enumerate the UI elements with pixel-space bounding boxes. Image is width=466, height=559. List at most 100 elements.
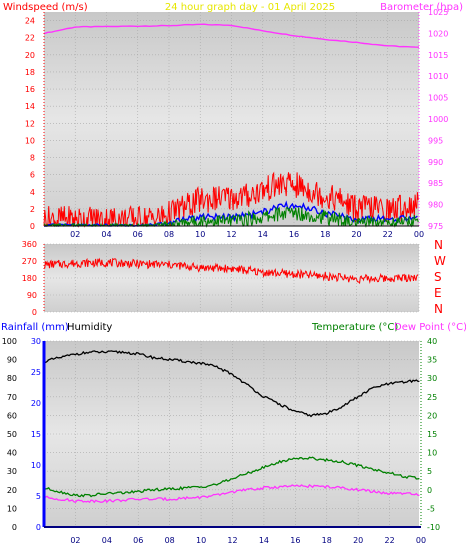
- rainfall-tick-label: 15: [31, 430, 41, 439]
- rainfall-tick-label: 25: [31, 368, 41, 377]
- barometer-tick-label: 980: [428, 201, 443, 210]
- barometer-tick-label: 1020: [428, 29, 448, 38]
- direction-tick-label: 270: [22, 257, 37, 266]
- rainfall-tick-label: 0: [36, 523, 41, 532]
- humidity-axis-title: Humidity: [67, 322, 112, 333]
- wind-x-tick-label: 04: [101, 230, 111, 239]
- temperature-x-tick-label: 06: [133, 536, 143, 545]
- rainfall-tick-label: 20: [31, 399, 41, 408]
- barometer-tick-label: 990: [428, 158, 443, 167]
- humidity-tick-label: 0: [12, 523, 17, 532]
- humidity-tick-label: 30: [7, 467, 17, 476]
- temperature-tick-label: 25: [427, 393, 437, 402]
- barometer-tick-label: 1010: [428, 72, 448, 81]
- wind-x-tick-label: 08: [164, 230, 174, 239]
- humidity-tick-label: 100: [2, 337, 17, 346]
- temperature-x-tick-label: 16: [290, 536, 300, 545]
- humidity-line: [43, 350, 420, 418]
- rainfall-axis-title: Rainfall (mm): [1, 322, 69, 333]
- temperature-tick-label: 15: [427, 430, 437, 439]
- windspeed-tick-label: 18: [25, 68, 35, 77]
- temperature-tick-label: 40: [427, 337, 437, 346]
- wind-x-tick-label: 20: [351, 230, 361, 239]
- humidity-tick-label: 60: [7, 411, 17, 420]
- temperature-x-tick-label: 00: [416, 536, 426, 545]
- chart-title: 24 hour graph day - 01 April 2025: [165, 2, 335, 13]
- direction-tick-label: 0: [32, 308, 37, 317]
- temperature-tick-label: 20: [427, 411, 437, 420]
- barometer-tick-label: 1025: [428, 8, 448, 17]
- compass-label: W: [434, 254, 446, 268]
- wind-x-tick-label: 02: [70, 230, 80, 239]
- dewpoint-axis-title: Dew Point (°C): [394, 322, 466, 333]
- compass-label: N: [434, 238, 443, 252]
- rainfall-tick-label: 30: [31, 337, 41, 346]
- humidity-tick-label: 50: [7, 430, 17, 439]
- wind-x-tick-label: 00: [414, 230, 424, 239]
- windspeed-tick-label: 24: [25, 17, 35, 26]
- temperature-x-tick-label: 08: [165, 536, 175, 545]
- rainfall-tick-label: 10: [31, 461, 41, 470]
- humidity-tick-label: 40: [7, 449, 17, 458]
- humidity-tick-label: 70: [7, 393, 17, 402]
- windspeed-tick-label: 4: [30, 188, 35, 197]
- temperature-tick-label: 35: [427, 356, 437, 365]
- windspeed-tick-label: 10: [25, 136, 35, 145]
- temperature-x-tick-label: 04: [102, 536, 112, 545]
- temperature-x-tick-label: 12: [227, 536, 237, 545]
- windspeed-tick-label: 2: [30, 205, 35, 214]
- barometer-tick-label: 1015: [428, 51, 448, 60]
- barometer-tick-label: 975: [428, 222, 443, 231]
- wind-x-tick-label: 16: [289, 230, 299, 239]
- temperature-x-tick-label: 20: [353, 536, 363, 545]
- wind-avg-line: [44, 200, 418, 227]
- barometer-axis-title: Barometer (hpa): [380, 2, 463, 13]
- temperature-line: [43, 456, 420, 498]
- barometer-tick-label: 985: [428, 179, 443, 188]
- temperature-x-tick-label: 14: [259, 536, 269, 545]
- wind-x-tick-label: 18: [320, 230, 330, 239]
- windspeed-tick-label: 12: [25, 119, 35, 128]
- dew-point-line: [43, 483, 420, 504]
- humidity-tick-label: 80: [7, 374, 17, 383]
- direction-tick-label: 360: [22, 240, 37, 249]
- windspeed-tick-label: 0: [30, 222, 35, 231]
- temperature-tick-label: 10: [427, 449, 437, 458]
- temperature-x-tick-label: 10: [196, 536, 206, 545]
- temperature-tick-label: -10: [427, 523, 440, 532]
- compass-label: N: [434, 302, 443, 316]
- barometer-line: [43, 23, 420, 48]
- humidity-tick-label: 20: [7, 486, 17, 495]
- windspeed-axis-title: Windspeed (m/s): [3, 2, 88, 13]
- temperature-x-tick-label: 02: [70, 536, 80, 545]
- windspeed-tick-label: 8: [30, 154, 35, 163]
- wind-x-tick-label: 14: [258, 230, 268, 239]
- wind-gust-line: [43, 171, 419, 228]
- windspeed-tick-label: 20: [25, 51, 35, 60]
- temperature-x-tick-label: 18: [322, 536, 332, 545]
- barometer-tick-label: 1005: [428, 94, 448, 103]
- wind-x-tick-label: 10: [195, 230, 205, 239]
- direction-tick-label: 180: [22, 274, 37, 283]
- temperature-tick-label: 5: [427, 467, 432, 476]
- windspeed-tick-label: 6: [30, 171, 35, 180]
- wind-direction-line: [43, 257, 419, 285]
- windspeed-tick-label: 16: [25, 85, 35, 94]
- windspeed-tick-label: 14: [25, 102, 35, 111]
- temperature-x-tick-label: 22: [384, 536, 394, 545]
- compass-label: S: [434, 270, 442, 284]
- humidity-tick-label: 90: [7, 356, 17, 365]
- wind-x-tick-label: 12: [226, 230, 236, 239]
- temperature-tick-label: 30: [427, 374, 437, 383]
- barometer-tick-label: 1000: [428, 115, 448, 124]
- windspeed-tick-label: 22: [25, 34, 35, 43]
- wind-x-tick-label: 06: [133, 230, 143, 239]
- rainfall-tick-label: 5: [36, 492, 41, 501]
- wind-x-tick-label: 22: [383, 230, 393, 239]
- barometer-tick-label: 995: [428, 136, 443, 145]
- temperature-tick-label: 0: [427, 486, 432, 495]
- compass-label: E: [434, 286, 442, 300]
- humidity-tick-label: 10: [7, 504, 17, 513]
